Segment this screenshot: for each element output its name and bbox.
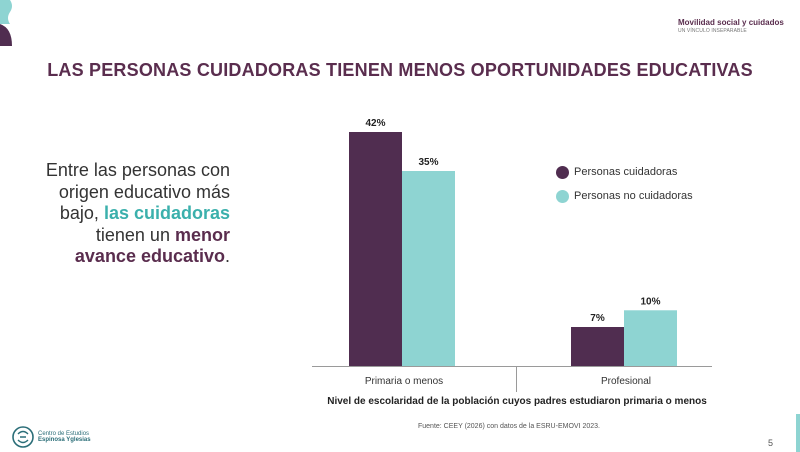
lead-highlight-less-progress: menor avance educativo bbox=[74, 224, 230, 267]
bar-non-caregivers-0 bbox=[402, 171, 455, 366]
right-edge-decoration bbox=[796, 414, 800, 452]
x-tick-label: Profesional bbox=[601, 376, 651, 387]
ceey-logo: Centro de Estudios Espinosa Yglesias bbox=[12, 426, 91, 448]
legend-label-non-caregivers: Personas no cuidadoras bbox=[574, 190, 693, 202]
x-axis-label: Nivel de escolaridad de la población cuy… bbox=[327, 396, 707, 407]
bar-value-label: 10% bbox=[640, 296, 660, 307]
bar-value-label: 42% bbox=[365, 118, 385, 129]
lead-text-1: Entre las personas con origen educativo … bbox=[45, 160, 230, 223]
header-brand: Movilidad social y cuidados UN VÍNCULO I… bbox=[678, 18, 784, 34]
x-tick-label: Primaria o menos bbox=[365, 376, 443, 387]
page-number: 5 bbox=[768, 438, 774, 448]
ceey-logo-text: Centro de Estudios Espinosa Yglesias bbox=[38, 431, 91, 443]
bar-value-label: 35% bbox=[418, 157, 438, 168]
logo-line-2: Espinosa Yglesias bbox=[38, 437, 91, 443]
source-note: Fuente: CEEY (2026) con datos de la ESRU… bbox=[418, 423, 600, 430]
legend-swatch-non-caregivers bbox=[556, 189, 569, 203]
brand-title: Movilidad social y cuidados bbox=[678, 18, 784, 27]
lead-highlight-caregivers: las cuidadoras bbox=[103, 203, 230, 223]
lead-period: . bbox=[224, 246, 230, 266]
legend-label-caregivers: Personas cuidadoras bbox=[574, 166, 678, 178]
legend-item-non-caregivers: Personas no cuidadoras bbox=[556, 188, 693, 204]
lead-statement: Entre las personas con origen educativo … bbox=[30, 160, 230, 268]
bar-caregivers-0 bbox=[349, 132, 402, 366]
corner-decoration bbox=[0, 0, 12, 46]
ceey-logo-icon bbox=[12, 426, 34, 448]
legend-item-caregivers: Personas cuidadoras bbox=[556, 164, 693, 180]
chart-legend: Personas cuidadoras Personas no cuidador… bbox=[556, 164, 693, 212]
brand-subtitle: UN VÍNCULO INSEPARABLE bbox=[678, 28, 747, 34]
bar-value-label: 7% bbox=[590, 313, 605, 324]
legend-swatch-caregivers bbox=[556, 165, 569, 179]
lead-text-2: tienen un bbox=[95, 224, 170, 245]
bar-caregivers-1 bbox=[571, 327, 624, 366]
page-title: LAS PERSONAS CUIDADORAS TIENEN MENOS OPO… bbox=[47, 60, 753, 80]
bar-non-caregivers-1 bbox=[624, 310, 677, 366]
logo-line-1: Centro de Estudios bbox=[38, 431, 90, 437]
